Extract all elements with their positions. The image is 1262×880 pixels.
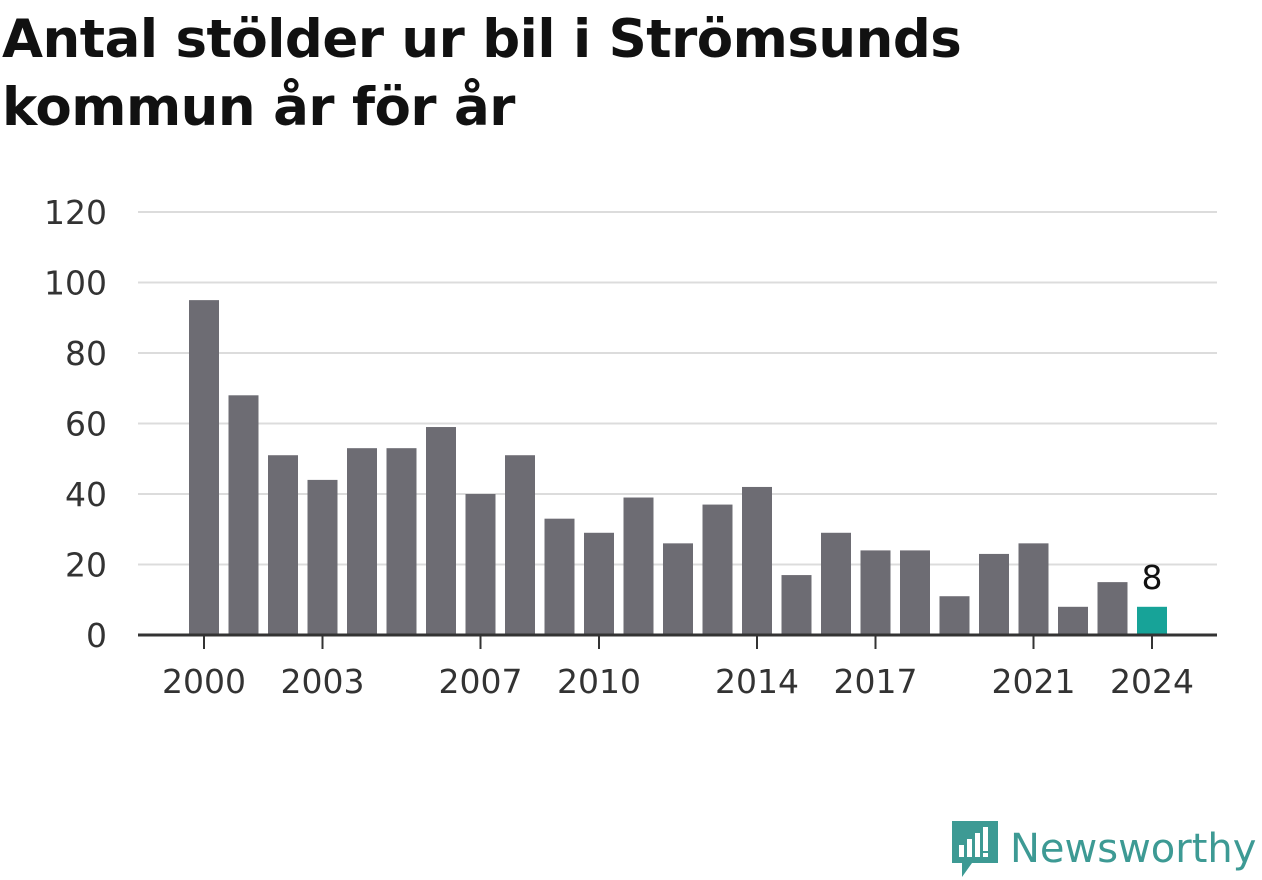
x-tick-label: 2014 xyxy=(715,662,799,701)
bar xyxy=(663,543,693,635)
bar xyxy=(307,479,338,635)
bar xyxy=(347,448,377,635)
y-tick-label: 20 xyxy=(65,546,107,585)
bar xyxy=(900,550,930,635)
bars xyxy=(189,300,1167,635)
bar xyxy=(742,486,772,635)
y-tick-label: 80 xyxy=(65,334,107,373)
bar xyxy=(939,596,970,635)
bar-highlight xyxy=(1137,606,1167,635)
bar xyxy=(228,395,259,635)
bar xyxy=(781,575,812,635)
x-tick-label: 2024 xyxy=(1110,662,1194,701)
x-tick-label: 2007 xyxy=(439,662,523,701)
y-tick-label: 40 xyxy=(65,475,107,514)
bar xyxy=(1058,606,1088,635)
y-tick-label: 100 xyxy=(44,264,107,303)
y-axis-tick-labels: 0 20 40 60 80 100 120 xyxy=(44,193,107,655)
y-tick-label: 120 xyxy=(44,193,107,232)
newsworthy-logo: Newsworthy xyxy=(950,818,1256,880)
y-tick-label: 60 xyxy=(65,405,107,444)
chart-title: Antal stölder ur bil i Strömsunds kommun… xyxy=(2,9,962,138)
gridlines xyxy=(138,211,1217,566)
data-label: 8 xyxy=(1142,558,1163,597)
x-tick-label: 2010 xyxy=(557,662,641,701)
bar xyxy=(979,553,1009,635)
bar xyxy=(1018,543,1049,635)
y-tick-label: 0 xyxy=(86,616,107,655)
x-tick-label: 2017 xyxy=(834,662,918,701)
bar xyxy=(584,532,614,635)
bar xyxy=(860,550,891,635)
bar xyxy=(505,455,535,635)
x-axis-ticks: 2000 2003 2007 2010 2014 2017 2021 2024 xyxy=(162,635,1194,701)
brand-name: Newsworthy xyxy=(1010,826,1257,872)
x-tick-label: 2003 xyxy=(281,662,365,701)
bar xyxy=(189,300,219,635)
bar xyxy=(465,494,496,635)
newsworthy-logo-icon xyxy=(952,821,998,877)
bar xyxy=(544,518,575,635)
bar xyxy=(702,504,733,635)
bar xyxy=(426,427,456,635)
bar xyxy=(386,448,417,635)
data-labels: 8 xyxy=(1142,558,1163,597)
bar xyxy=(623,497,654,635)
bar xyxy=(268,455,298,635)
x-tick-label: 2021 xyxy=(992,662,1076,701)
bar xyxy=(1097,582,1128,635)
bar xyxy=(821,532,851,635)
x-tick-label: 2000 xyxy=(162,662,246,701)
